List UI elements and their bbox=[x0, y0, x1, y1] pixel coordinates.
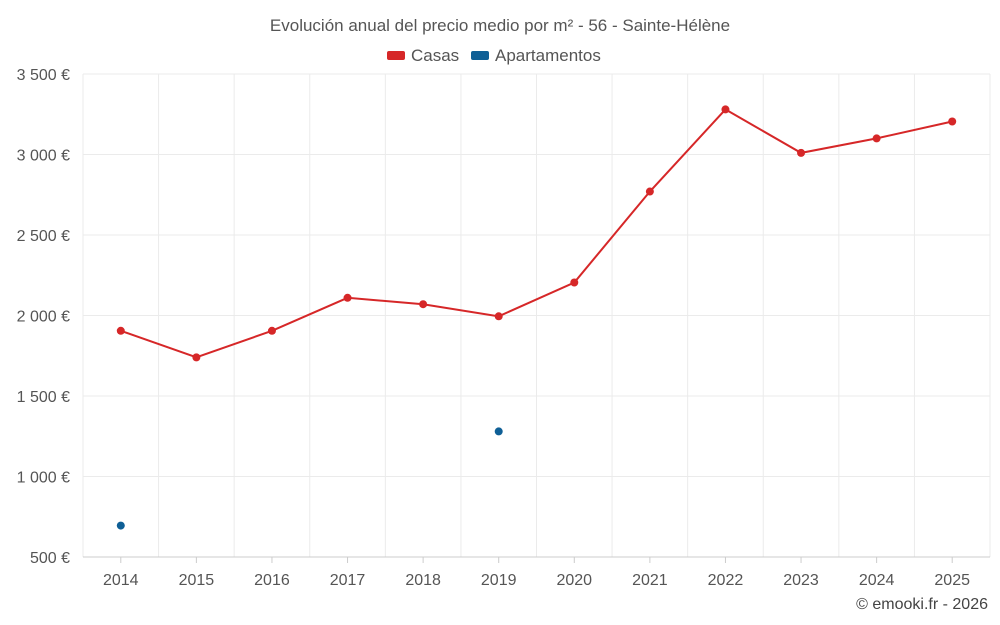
data-point-casas-2017[interactable] bbox=[343, 293, 352, 302]
legend-item-casas[interactable]: Casas bbox=[387, 46, 459, 65]
data-point-apartamentos-2014[interactable] bbox=[116, 521, 125, 530]
y-tick-label: 500 € bbox=[30, 550, 70, 567]
y-tick-label: 1 500 € bbox=[17, 389, 70, 406]
x-tick-label: 2020 bbox=[556, 572, 592, 589]
x-tick-label: 2015 bbox=[179, 572, 215, 589]
y-tick-label: 3 000 € bbox=[17, 148, 70, 165]
data-point-casas-2023[interactable] bbox=[797, 148, 806, 157]
series-line-casas bbox=[120, 108, 953, 359]
legend-swatch-casas bbox=[387, 51, 405, 60]
y-tick-label: 3 500 € bbox=[17, 67, 70, 84]
x-tick-label: 2016 bbox=[254, 572, 290, 589]
data-point-casas-2018[interactable] bbox=[419, 300, 428, 309]
data-point-casas-2016[interactable] bbox=[267, 326, 276, 335]
y-tick-label: 2 500 € bbox=[17, 228, 70, 245]
x-tick-label: 2018 bbox=[405, 572, 441, 589]
data-point-casas-2020[interactable] bbox=[570, 278, 579, 287]
data-point-casas-2015[interactable] bbox=[192, 353, 201, 362]
x-tick-label: 2022 bbox=[708, 572, 744, 589]
x-tick-label: 2014 bbox=[103, 572, 139, 589]
legend-item-apartamentos[interactable]: Apartamentos bbox=[471, 46, 601, 65]
series bbox=[116, 105, 957, 530]
x-tick-label: 2021 bbox=[632, 572, 668, 589]
data-point-casas-2021[interactable] bbox=[645, 187, 654, 196]
data-point-casas-2019[interactable] bbox=[494, 312, 503, 321]
legend-label-apartamentos: Apartamentos bbox=[495, 46, 601, 65]
chart-title: Evolución anual del precio medio por m² … bbox=[270, 16, 730, 35]
axes: 500 € 1 000 € 1 500 € 2 000 € 2 500 € 3 000 €… bbox=[17, 67, 990, 589]
x-tick-label: 2019 bbox=[481, 572, 517, 589]
y-tick-label: 2 000 € bbox=[17, 309, 70, 326]
data-point-casas-2022[interactable] bbox=[721, 105, 730, 114]
grid bbox=[82, 73, 991, 558]
y-tick-label: 1 000 € bbox=[17, 470, 70, 487]
legend-label-casas: Casas bbox=[411, 46, 459, 65]
data-point-casas-2025[interactable] bbox=[948, 117, 957, 126]
x-tick-label: 2025 bbox=[934, 572, 970, 589]
x-tick-label: 2017 bbox=[330, 572, 366, 589]
legend-swatch-apartamentos bbox=[471, 51, 489, 60]
legend: Casas Apartamentos bbox=[387, 46, 601, 65]
data-point-casas-2014[interactable] bbox=[116, 326, 125, 335]
data-point-apartamentos-2019[interactable] bbox=[494, 427, 503, 436]
x-tick-label: 2023 bbox=[783, 572, 819, 589]
x-tick-label: 2024 bbox=[859, 572, 895, 589]
credit-text: © emooki.fr - 2026 bbox=[856, 596, 988, 613]
data-point-casas-2024[interactable] bbox=[872, 134, 881, 143]
